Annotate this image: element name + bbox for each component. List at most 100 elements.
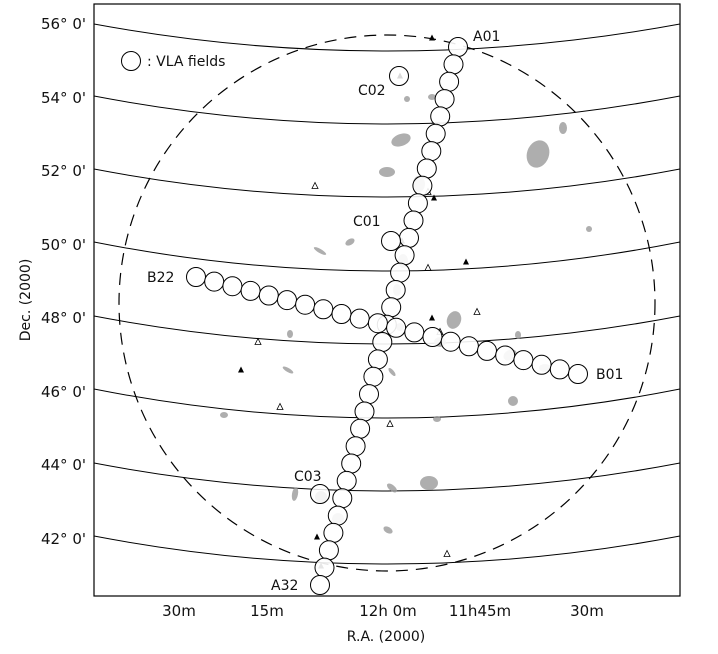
vla-field-a [323, 522, 344, 543]
vla-field-a [332, 488, 353, 509]
vla-field-b [240, 280, 261, 301]
vla-field-a [341, 453, 362, 474]
vla-field-a [327, 505, 348, 526]
declination-grid [94, 23, 680, 565]
field-label-c02: C02 [358, 83, 386, 99]
radio-source [433, 416, 441, 422]
declination-line [94, 95, 680, 125]
open-triangle-marker [443, 549, 451, 557]
vla-field-b [568, 364, 588, 384]
vla-field-a [345, 436, 366, 457]
legend: : VLA fields [121, 51, 225, 71]
vla-field-b [386, 317, 407, 338]
vla-field-b [295, 294, 316, 315]
declination-line [94, 23, 680, 52]
vla-field-b [477, 340, 497, 361]
x-tick-label: 15m [250, 602, 284, 620]
radio-source [428, 94, 436, 100]
y-tick-label: 48° 0' [41, 309, 86, 327]
vla-field-a [403, 210, 424, 231]
filled-triangle-marker [314, 533, 320, 540]
field-label-a32: A32 [271, 578, 298, 594]
vla-field-a [367, 349, 388, 370]
y-axis-title: Dec. (2000) [18, 259, 34, 342]
radio-source [559, 122, 567, 134]
field-labels: A01 A32 B01 B22 C01 C02 C03 [147, 29, 623, 594]
vla-field-b [222, 276, 243, 297]
vla-field-a [421, 141, 442, 162]
y-tick-label: 54° 0' [41, 89, 86, 107]
declination-line [94, 462, 680, 492]
radio-source [526, 140, 550, 168]
x-tick-label: 30m [570, 602, 604, 620]
vla-field-a [359, 384, 379, 405]
vla-field-a [310, 575, 330, 595]
vla-field-a [394, 245, 415, 266]
vla-field-a [430, 106, 451, 127]
y-tick-label: 52° 0' [41, 162, 86, 180]
declination-line [94, 388, 680, 419]
vla-field-b [204, 271, 225, 292]
open-triangle-marker [424, 263, 432, 271]
vla-field-b [513, 350, 534, 371]
vla-field-c [381, 231, 401, 251]
vla-fields-layer [186, 37, 588, 595]
vla-field-a [443, 54, 464, 75]
radio-source [379, 167, 395, 177]
radio-source [515, 331, 521, 339]
open-triangle-marker [276, 402, 284, 410]
vla-field-b [531, 354, 552, 375]
radio-source [391, 133, 411, 147]
vla-field-a [385, 280, 406, 300]
declination-line [94, 168, 680, 198]
radio-source [291, 487, 299, 501]
vla-field-a [448, 37, 468, 57]
filled-triangle-marker [238, 366, 244, 373]
vla-field-b [458, 336, 479, 357]
y-tick-label: 50° 0' [41, 236, 86, 254]
vla-field-b [349, 308, 370, 329]
plot-frame [93, 3, 681, 597]
radio-source [420, 476, 438, 490]
filled-triangle-marker [429, 314, 435, 321]
vla-field-b [404, 322, 425, 343]
declination-line [94, 241, 680, 272]
x-tick-labels: 30m 15m 12h 0m 11h45m 30m [162, 602, 604, 620]
y-tick-labels: 56° 0' 54° 0' 52° 0' 50° 0' 48° 0' 46° 0… [41, 15, 86, 548]
radio-source [388, 367, 396, 377]
vla-field-b [549, 359, 570, 380]
filled-triangle-marker [431, 194, 437, 201]
y-tick-label: 44° 0' [41, 456, 86, 474]
vla-field-b [495, 345, 516, 366]
field-label-c01: C01 [353, 214, 381, 230]
radio-source [282, 366, 294, 374]
open-triangle-marker [311, 181, 319, 189]
y-tick-label: 42° 0' [41, 530, 86, 548]
vla-field-a [363, 366, 384, 387]
x-tick-label: 12h 0m [359, 602, 417, 620]
open-triangle-marker [473, 307, 481, 315]
vla-field-b [186, 267, 206, 287]
survey-boundary-circle [118, 34, 656, 572]
radio-source [586, 226, 592, 232]
x-tick-label: 11h45m [449, 602, 511, 620]
vla-field-a [425, 123, 446, 144]
open-triangle-marker [254, 337, 262, 345]
vla-field-a [412, 175, 433, 196]
y-tick-label: 56° 0' [41, 15, 86, 33]
vla-field-b [440, 331, 461, 352]
vla-field-a [399, 227, 419, 248]
vla-field-a [354, 401, 375, 422]
vla-field-a [434, 89, 455, 110]
radio-source [446, 311, 462, 329]
x-tick-label: 30m [162, 602, 196, 620]
open-triangle-marker [386, 419, 394, 427]
radio-source [313, 247, 327, 255]
vla-field-c [389, 66, 409, 86]
vla-field-a [336, 470, 357, 491]
vla-field-a [439, 71, 460, 92]
field-label-b22: B22 [147, 270, 174, 286]
field-label-b01: B01 [596, 367, 623, 383]
vla-field-a [416, 158, 437, 179]
